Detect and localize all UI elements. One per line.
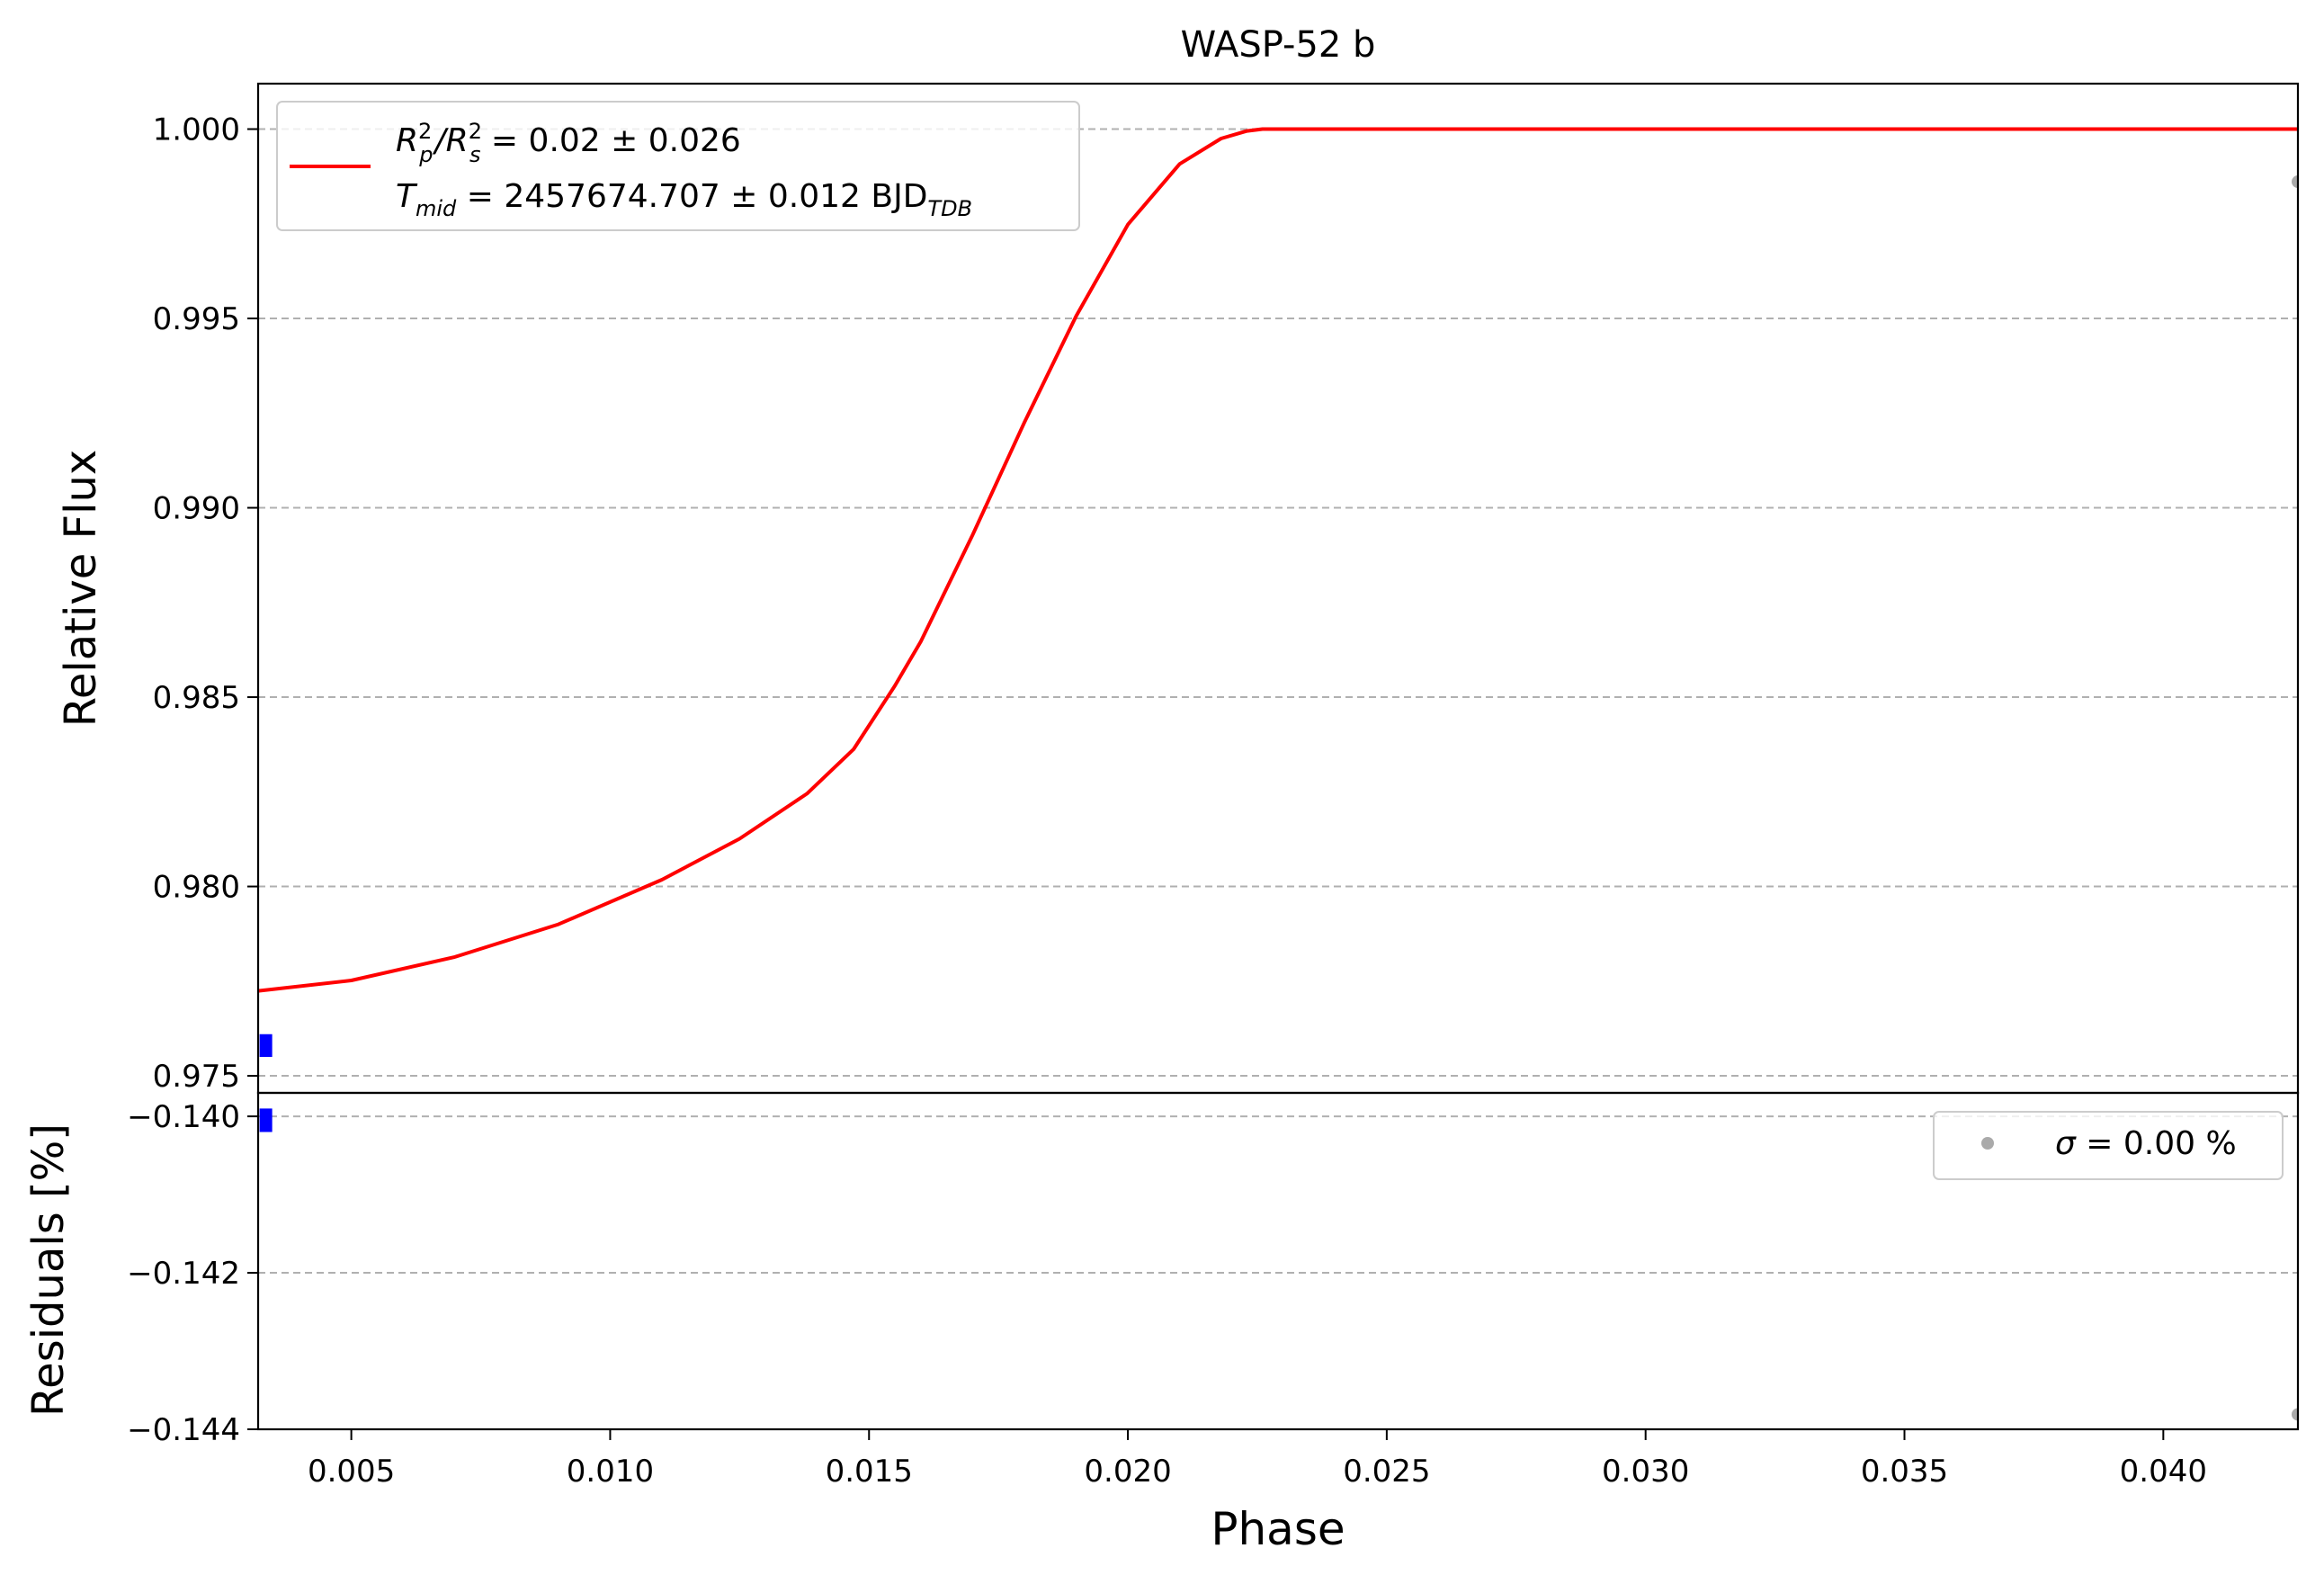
flux-y-tick-label: 0.975 [153,1059,240,1095]
legend-radius-value: = 0.02 ± 0.026 [480,122,740,159]
residuals-legend-box [1933,1111,2284,1180]
residuals-data-points [259,1108,2298,1421]
residuals-legend: σ = 0.00 % [1933,1111,2284,1180]
x-tick-label: 0.015 [826,1454,913,1490]
flux-errorbar [259,1034,273,1058]
flux-y-tick-label: 0.980 [153,870,240,906]
legend-rs-sup: 2 [469,119,482,144]
flux-scatter-point [2292,175,2298,189]
flux-legend-box [276,101,1080,231]
flux-y-axis-label: Relative Flux [56,450,106,728]
residuals-y-tick-label: −0.144 [127,1412,240,1448]
legend-radius-ratio-text: R2 p/R2 s = 0.02 ± 0.026 [396,119,741,167]
x-tick-label: 0.010 [567,1454,654,1490]
legend-tmid-symbol: T [396,178,418,215]
legend-rs-sub: s [469,142,481,167]
legend-tdb-sub: TDB [927,196,972,221]
flux-y-ticks: 0.975 0.980 0.985 0.990 0.995 1.000 [153,112,258,1095]
legend-rp-symbol: R [396,122,418,159]
residuals-panel: −0.144−0.142−0.140 0.005 0.010 0.015 0.020 0… [23,1099,2298,1555]
flux-panel: 0.975 0.980 0.985 0.990 0.995 1.000 Relative … [56,101,2298,1095]
x-axis-label: Phase [1211,1503,1345,1555]
flux-axes-frame [256,82,2300,1095]
legend-tmid-text: Tmid = 2457674.707 ± 0.012 BJDTDB [396,178,972,221]
residuals-y-ticks: −0.144 −0.142 −0.140 [127,1099,258,1448]
residuals-errorbar [259,1108,273,1132]
flux-y-tick-label: 1.000 [153,112,240,148]
x-tick-label: 0.020 [1084,1454,1171,1490]
legend-tmid-value: = 2457674.707 ± 0.012 BJD [456,178,927,215]
legend-rs-symbol: /R [433,122,469,159]
x-tick-label: 0.005 [308,1454,395,1490]
legend-rp-sup: 2 [418,119,432,144]
residuals-y-tick-label: −0.142 [127,1256,240,1292]
flux-y-tick-label: 0.985 [153,680,240,716]
residuals-y-tick-label: −0.140 [127,1099,240,1135]
chart-title: WASP-52 b [1181,24,1376,66]
x-tick-label: 0.035 [1861,1454,1948,1490]
x-tick-label: 0.030 [1602,1454,1689,1490]
legend-sigma-symbol: σ [2055,1125,2077,1162]
residuals-legend-text: σ = 0.00 % [2055,1125,2237,1162]
x-tick-label: 0.025 [1343,1454,1430,1490]
residuals-legend-marker [1981,1137,1994,1150]
transit-model-line [258,127,2298,993]
residuals-y-axis-label: Residuals [%] [23,1123,74,1417]
flux-gridlines [258,128,2298,1078]
residuals-x-ticks: 0.005 0.010 0.015 0.020 0.025 0.030 0.035 0.040 [308,1429,2207,1490]
flux-y-tick-label: 0.995 [153,301,240,337]
legend-tmid-sub: mid [416,196,457,221]
residuals-axes-frame [256,1091,2300,1431]
residuals-scatter-point [2292,1408,2298,1421]
flux-legend: R2 p/R2 s = 0.02 ± 0.026 Tmid = 2457674.70… [276,101,1080,231]
flux-y-tick-label: 0.990 [153,491,240,527]
flux-data-points [259,175,2298,1058]
legend-rp-sub: p [418,142,433,167]
legend-sigma-value: = 0.00 % [2076,1125,2237,1162]
x-tick-label: 0.040 [2120,1454,2207,1490]
